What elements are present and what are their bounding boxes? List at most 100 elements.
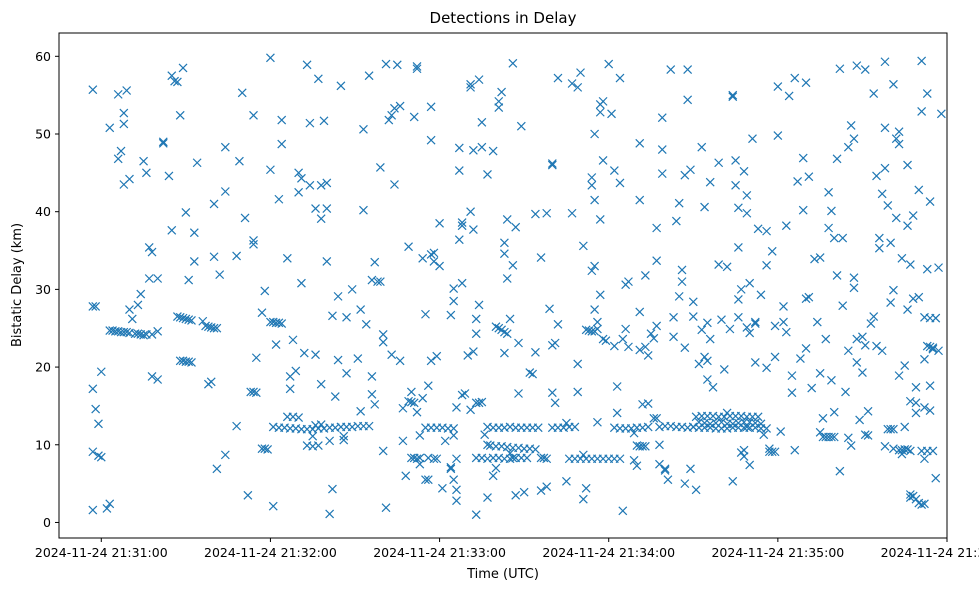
data-point (127, 314, 137, 324)
data-point (466, 79, 476, 89)
data-point (860, 430, 870, 440)
data-point (415, 431, 425, 440)
data-point (294, 413, 304, 423)
data-point (514, 338, 523, 348)
data-point (795, 354, 805, 363)
data-point (762, 363, 772, 373)
data-point (536, 253, 546, 262)
data-point (826, 432, 836, 442)
data-point (502, 329, 512, 339)
data-point (220, 187, 230, 196)
data-point (889, 285, 898, 295)
data-point (395, 101, 405, 111)
data-point (125, 174, 134, 184)
data-point (418, 393, 428, 403)
data-point (593, 324, 602, 334)
data-point (325, 436, 335, 446)
data-point (872, 171, 881, 181)
data-point (418, 253, 428, 263)
data-point (728, 476, 738, 486)
data-point (590, 261, 600, 271)
data-point (934, 263, 943, 273)
data-point (175, 312, 185, 322)
data-point (742, 208, 752, 218)
data-point (714, 260, 724, 269)
data-point (164, 171, 174, 181)
data-point (759, 430, 769, 440)
data-point (367, 389, 377, 399)
y-axis: 0 10 20 30 40 50 60 (35, 49, 59, 530)
data-point (333, 291, 343, 301)
data-point (502, 274, 512, 283)
data-point (536, 486, 546, 496)
data-point (739, 166, 749, 176)
data-point (632, 461, 642, 471)
data-point (717, 315, 726, 325)
data-point (206, 377, 216, 387)
data-point (249, 387, 258, 397)
data-point (731, 180, 740, 190)
data-point (649, 413, 659, 423)
data-point (773, 131, 783, 140)
data-point (931, 473, 941, 483)
data-point (153, 274, 163, 283)
x-tick-label: 2024-11-24 21:31:00 (35, 545, 168, 560)
data-point (920, 403, 929, 412)
scatter-markers (88, 53, 946, 520)
data-point (319, 116, 329, 126)
data-point (364, 421, 374, 431)
data-point (449, 475, 459, 485)
data-point (139, 330, 148, 340)
data-point (849, 283, 859, 293)
data-point (311, 204, 320, 214)
data-point (880, 123, 890, 133)
data-point (398, 403, 408, 413)
data-point (88, 505, 98, 515)
data-point (404, 242, 413, 252)
data-point (801, 78, 811, 88)
data-point (784, 91, 794, 101)
data-point (263, 445, 273, 454)
data-point (922, 89, 932, 99)
data-point (660, 465, 670, 475)
data-point (702, 375, 712, 384)
data-point (781, 327, 791, 337)
data-point (562, 418, 571, 428)
data-point (874, 233, 884, 243)
data-point (288, 335, 298, 345)
data-point (209, 199, 219, 209)
data-point (277, 139, 287, 149)
data-point (657, 113, 667, 123)
data-point (477, 397, 487, 407)
data-point (638, 441, 647, 451)
data-point (567, 208, 577, 218)
data-point (139, 156, 148, 166)
data-point (905, 493, 915, 503)
data-point (353, 354, 363, 363)
data-point (449, 424, 459, 433)
data-point (615, 178, 625, 188)
data-point (181, 208, 191, 217)
data-point (426, 356, 436, 366)
data-point (607, 109, 616, 119)
data-point (573, 387, 583, 397)
data-point (578, 450, 588, 460)
data-point (900, 422, 910, 432)
data-point (640, 441, 650, 451)
data-point (398, 436, 408, 446)
data-point (249, 236, 258, 245)
data-point (463, 350, 473, 360)
data-point (829, 233, 839, 243)
data-point (624, 342, 633, 352)
data-point (491, 463, 501, 473)
data-point (903, 221, 912, 231)
data-point (96, 452, 106, 462)
data-point (113, 154, 123, 164)
data-point (866, 319, 876, 328)
data-point (787, 388, 797, 398)
data-point (733, 295, 743, 304)
data-point (883, 201, 893, 210)
data-point (547, 159, 557, 168)
data-point (480, 430, 490, 440)
data-point (96, 367, 106, 377)
